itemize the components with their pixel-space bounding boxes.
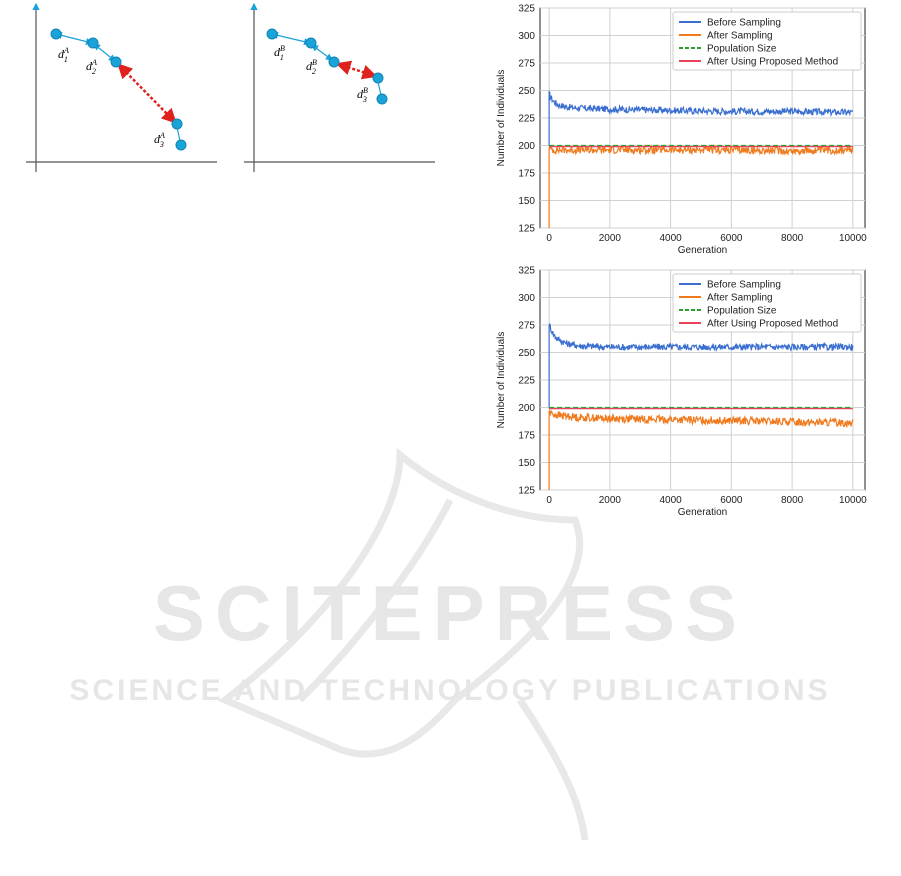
legend-box <box>672 273 862 333</box>
legend-label: Before Sampling <box>707 280 781 291</box>
x-axis-label: Generation <box>678 507 727 518</box>
x-tick-label: 2000 <box>599 495 622 506</box>
label-d3a: dA 3 <box>154 131 165 149</box>
schematic-b: dB 1 dB 2 dB 3 <box>244 2 435 172</box>
y-tick-label: 225 <box>518 376 535 387</box>
schematic-a: dA 1 dA 2 dA 3 <box>26 2 217 172</box>
x-tick-label: 10000 <box>839 495 867 506</box>
node <box>328 56 340 68</box>
distance-link <box>54 31 94 46</box>
label-d2a: dA 2 <box>86 58 97 76</box>
x-axis-label: Generation <box>678 245 727 256</box>
label-d3b: dB 3 <box>357 86 368 104</box>
x-tick-label: 0 <box>546 495 552 506</box>
y-tick-label: 150 <box>518 458 535 469</box>
distance-link-highlight <box>117 63 177 124</box>
legend-label: Population Size <box>707 44 777 55</box>
y-tick-label: 325 <box>518 266 535 277</box>
y-tick-label: 250 <box>518 86 535 97</box>
x-tick-label: 6000 <box>720 495 743 506</box>
series-line <box>548 408 854 491</box>
distance-link <box>377 81 382 96</box>
chart-top: 0 2000 4000 6000 8000 10000 125 150 175 200 225 250… <box>496 4 867 257</box>
x-tick-label: 6000 <box>720 233 743 244</box>
series-line <box>548 90 854 146</box>
node <box>376 93 388 105</box>
legend-box <box>672 11 862 71</box>
node <box>87 37 99 49</box>
y-tick-label: 250 <box>518 348 535 359</box>
y-axis-label: Number of Individuals <box>496 70 507 167</box>
watermark-title: SCITEPRESS <box>153 569 747 657</box>
distance-link <box>311 44 333 61</box>
legend-label: After Using Proposed Method <box>707 319 838 330</box>
legend-label: After Sampling <box>707 293 773 304</box>
y-tick-label: 175 <box>518 431 535 442</box>
node <box>50 28 62 40</box>
watermark-subtitle: SCIENCE AND TECHNOLOGY PUBLICATIONS <box>69 674 830 707</box>
x-tick-label: 0 <box>546 233 552 244</box>
y-tick-label: 325 <box>518 4 535 15</box>
x-tick-label: 10000 <box>839 233 867 244</box>
distance-link <box>93 43 116 62</box>
node <box>175 139 187 151</box>
x-tick-label: 4000 <box>659 233 682 244</box>
chart-bottom: 0 2000 4000 6000 8000 10000 125 150 175 200 225 250… <box>496 266 867 519</box>
x-tick-label: 4000 <box>659 495 682 506</box>
watermark-book-shape <box>218 447 589 841</box>
y-tick-label: 200 <box>518 141 535 152</box>
distance-link-highlight <box>335 60 378 80</box>
series-line <box>548 323 854 408</box>
legend-label: Before Sampling <box>707 18 781 29</box>
distance-link <box>270 31 312 46</box>
y-tick-label: 275 <box>518 59 535 70</box>
node <box>305 37 317 49</box>
y-tick-label: 150 <box>518 196 535 207</box>
node <box>171 118 183 130</box>
label-d1a: dA 1 <box>58 46 69 64</box>
legend-label: After Sampling <box>707 31 773 42</box>
legend-label: Population Size <box>707 306 777 317</box>
x-tick-label: 8000 <box>781 495 804 506</box>
y-tick-label: 125 <box>518 486 535 497</box>
label-d1b: dB 1 <box>274 44 285 62</box>
node <box>266 28 278 40</box>
legend-label: After Using Proposed Method <box>707 57 838 68</box>
y-tick-label: 275 <box>518 321 535 332</box>
node <box>110 56 122 68</box>
y-tick-label: 300 <box>518 31 535 42</box>
series-line <box>548 143 854 229</box>
y-tick-label: 125 <box>518 224 535 235</box>
y-tick-label: 225 <box>518 114 535 125</box>
y-axis-label: Number of Individuals <box>496 332 507 429</box>
y-tick-label: 200 <box>518 403 535 414</box>
y-tick-label: 175 <box>518 169 535 180</box>
x-tick-label: 2000 <box>599 233 622 244</box>
node <box>372 72 384 84</box>
y-tick-label: 300 <box>518 293 535 304</box>
label-d2b: dB 2 <box>306 58 317 76</box>
x-tick-label: 8000 <box>781 233 804 244</box>
